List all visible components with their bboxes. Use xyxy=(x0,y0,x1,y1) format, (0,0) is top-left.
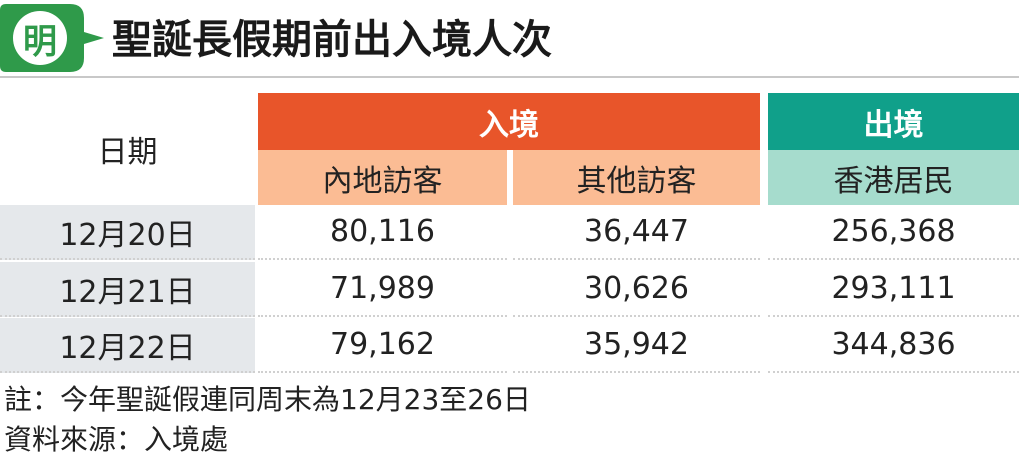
group-header: 入境 xyxy=(258,93,760,150)
note: 註：今年聖誕假連同周末為12月23至26日 xyxy=(4,383,531,416)
value-cell: 293,111 xyxy=(768,262,1019,317)
date-header: 日期 xyxy=(0,93,255,205)
date-cell: 12月22日 xyxy=(0,318,255,373)
sub-header: 香港居民 xyxy=(768,150,1019,205)
value-cell: 80,116 xyxy=(258,205,507,260)
source: 資料來源：入境處 xyxy=(4,423,229,456)
value-cell: 256,368 xyxy=(768,205,1019,260)
value-cell: 79,162 xyxy=(258,318,507,373)
value-cell: 35,942 xyxy=(513,318,760,373)
sub-header: 內地訪客 xyxy=(258,150,507,205)
date-cell: 12月20日 xyxy=(0,205,255,260)
date-cell: 12月21日 xyxy=(0,262,255,317)
sub-header: 其他訪客 xyxy=(513,150,760,205)
title-rule xyxy=(0,76,1019,78)
title: 聖誕長假期前出入境人次 xyxy=(112,17,552,63)
value-cell: 36,447 xyxy=(513,205,760,260)
value-cell: 30,626 xyxy=(513,262,760,317)
value-cell: 71,989 xyxy=(258,262,507,317)
value-cell: 344,836 xyxy=(768,318,1019,373)
logo-badge xyxy=(0,4,104,72)
group-header: 出境 xyxy=(768,93,1019,150)
logo-text: 明 xyxy=(23,21,57,62)
